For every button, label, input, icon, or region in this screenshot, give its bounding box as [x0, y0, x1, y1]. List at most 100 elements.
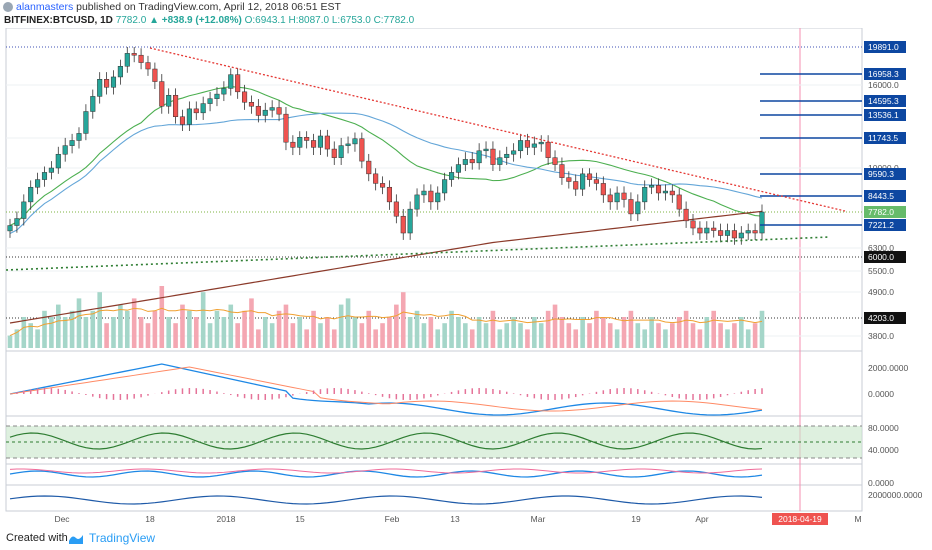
macd-axis-label: 2000.0000 — [868, 363, 908, 373]
candle-body — [517, 140, 524, 152]
candle-body — [435, 192, 441, 203]
candle-body — [704, 227, 710, 234]
volume-bar — [283, 304, 289, 348]
volume-bar — [331, 329, 337, 348]
candle-body — [580, 173, 586, 190]
volume-bar — [428, 317, 434, 348]
volume-bar — [697, 329, 703, 348]
candle-body — [511, 150, 517, 155]
volume-bar — [725, 329, 730, 348]
price-label-text: 9590.3 — [868, 169, 894, 179]
candlesticks — [7, 47, 765, 245]
macd-line — [9, 363, 763, 416]
time-tick-label: 13 — [450, 514, 460, 524]
volume-bar — [559, 317, 565, 348]
volume-bar — [145, 323, 151, 348]
volume-ma-line — [9, 307, 763, 337]
candle-body — [614, 192, 620, 203]
candle-body — [131, 53, 137, 56]
candle-body — [221, 88, 227, 95]
candle-body — [207, 98, 213, 104]
candle-body — [186, 108, 192, 125]
volume-bar — [28, 323, 33, 348]
tradingview-brand[interactable]: TradingView — [89, 531, 156, 545]
candle-body — [621, 192, 627, 200]
candle-body — [566, 177, 572, 182]
candle-body — [552, 157, 558, 165]
candle-body — [255, 105, 261, 116]
candle-body — [48, 167, 54, 173]
candle-body — [469, 159, 475, 164]
candle-body — [490, 148, 496, 165]
volume-bar — [566, 323, 572, 348]
volume-bars — [7, 286, 765, 348]
price-chart[interactable]: 16000.012000.010000.06300.05500.04900.03… — [0, 28, 932, 528]
volume-bar — [200, 292, 206, 348]
time-tick-label: 2018 — [217, 514, 236, 524]
candle-body — [497, 157, 503, 165]
candle-body — [124, 53, 130, 67]
candle-body — [193, 108, 199, 114]
volume-bar — [387, 317, 392, 348]
candle-body — [276, 107, 282, 115]
publish-line: alanmasters published on TradingView.com… — [16, 1, 341, 13]
rsi-axis-label: 80.0000 — [868, 423, 899, 433]
ohlc-values: O:6943.1 H:8087.0 L:6753.0 C:7782.0 — [244, 15, 415, 26]
price-label-text: 19891.0 — [868, 42, 899, 52]
candle-body — [455, 164, 461, 173]
volume-bar — [69, 310, 75, 348]
volume-bar — [242, 310, 247, 348]
candle-body — [386, 186, 392, 203]
author-link[interactable]: alanmasters — [16, 1, 74, 13]
date-marker-text: 2018-04-19 — [778, 514, 822, 524]
price-label-box — [864, 132, 906, 144]
macd-signal-line — [9, 366, 763, 412]
time-tick-label: Apr — [695, 514, 708, 524]
stoch-axis-label: 0.0000 — [868, 478, 894, 488]
volume-bar — [7, 335, 13, 348]
candle-body — [607, 194, 613, 203]
volume-bar — [49, 317, 54, 348]
volume-bar — [394, 304, 399, 348]
candle-body — [200, 103, 206, 114]
volume-bar — [511, 317, 516, 348]
price-label: 11743.5 — [864, 132, 906, 144]
volume-bar — [649, 317, 654, 348]
volume-bar — [642, 329, 648, 348]
candle-body — [442, 179, 448, 194]
candle-body — [283, 113, 289, 143]
candle-body — [269, 107, 275, 111]
volume-bar — [138, 317, 144, 348]
volume-bar — [118, 304, 123, 348]
candle-body — [21, 201, 27, 219]
price-label-box — [864, 251, 906, 263]
volume-bar — [497, 329, 503, 348]
volume-bar — [55, 304, 61, 348]
candle-body — [152, 68, 158, 82]
volume-bar — [373, 329, 378, 348]
volume-bar — [221, 317, 227, 348]
price-label: 7221.2 — [864, 219, 906, 231]
candle-body — [304, 137, 310, 141]
volume-bar — [76, 298, 82, 348]
candle-body — [110, 76, 117, 88]
candle-body — [428, 190, 434, 203]
price-label-text: 11743.5 — [868, 133, 898, 143]
created-with-text: Created with — [6, 532, 68, 544]
author-avatar[interactable] — [3, 2, 13, 12]
candle-body — [290, 141, 296, 148]
price-tick-label: 6300.0 — [868, 243, 894, 253]
candle-body — [531, 143, 537, 148]
tradingview-logo-icon[interactable] — [68, 532, 84, 546]
volume-bar — [538, 323, 544, 348]
candle-body — [242, 91, 248, 103]
price-label: 9590.3 — [864, 168, 906, 180]
candle-body — [718, 230, 724, 236]
time-tick-label: Mar — [531, 514, 546, 524]
obv-line — [9, 495, 763, 505]
price-axis: 16000.012000.010000.06300.05500.04900.03… — [864, 41, 923, 500]
candle-body — [235, 74, 241, 93]
candle-body — [35, 179, 41, 188]
candle-body — [662, 190, 668, 194]
candle-body — [483, 148, 489, 152]
